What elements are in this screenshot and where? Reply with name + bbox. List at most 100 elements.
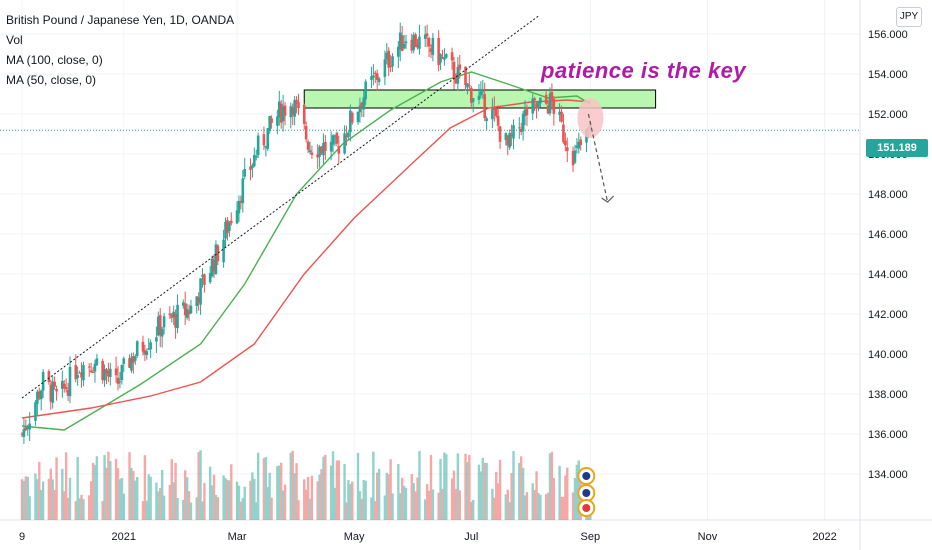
y-tick-label: 136.000 [868,429,908,441]
candle [362,90,366,118]
candle [429,44,433,59]
volume-bar [333,487,337,520]
candle [249,158,252,181]
candle [185,303,189,320]
candle [37,387,41,401]
candle [577,132,581,154]
volume-bar [297,500,300,520]
volume-bar [429,454,433,520]
candle [264,145,268,157]
volume-bar [184,470,187,520]
candle [324,135,327,160]
y-tick-label: 156.000 [868,29,908,41]
candle [237,195,241,223]
volume-bar [418,451,421,520]
volume-bar [558,465,561,520]
volume-bar [458,490,461,520]
candle [201,268,204,288]
candle [579,136,583,151]
volume-bar [329,465,333,520]
candle [187,304,191,321]
volume-bar [243,486,246,520]
volume-bar [68,477,72,520]
x-tick-label: Nov [698,531,718,543]
candle [53,376,56,390]
volume-bar [185,477,189,520]
volume-bar [24,476,28,520]
candle [306,139,310,154]
candle [158,308,162,348]
candle [437,30,440,72]
legend-ma100[interactable]: MA (100, close, 0) [6,53,103,67]
volume-bar [270,497,273,520]
candle [356,111,360,125]
volume-bar [456,453,460,520]
candle [347,131,350,141]
volume-bar [508,502,511,520]
candle [304,121,308,143]
candle [36,389,39,416]
volume-bar [441,488,444,520]
volume-bar [199,450,202,520]
legend-symbol[interactable]: British Pound / Japanese Yen, 1D, OANDA [6,13,235,27]
candle [268,115,271,134]
candle [439,53,442,71]
candle [212,254,216,278]
volume-bar [136,477,139,520]
candle [318,144,321,168]
volume-bar [520,456,523,520]
candle [512,119,515,150]
volume-bar [195,497,198,520]
volume-bar [226,479,229,520]
candle [80,362,83,388]
volume-bar [20,479,24,520]
volume-bar [308,498,312,520]
ma100-line [21,99,591,419]
volume-bar [132,471,135,520]
volume-bar [293,473,296,520]
volume-bar [320,469,323,520]
volume-bar [506,489,509,520]
candle [289,102,293,129]
legend-vol[interactable]: Vol [6,33,23,47]
volume-bar [389,459,392,520]
volume-bar [174,462,177,520]
currency-button[interactable]: JPY [896,7,922,27]
volume-bar [481,457,484,520]
candle [404,34,408,50]
candle [239,195,243,210]
candle [107,362,110,382]
volume-bar [356,452,360,520]
volume-bar [343,464,346,520]
candle [235,201,239,225]
candle [322,133,325,164]
candle [216,244,220,266]
volume-bar [466,462,469,520]
candle [174,309,177,339]
projection-arrowhead [601,195,615,203]
candle [410,33,414,54]
legend-ma50[interactable]: MA (50, close, 0) [6,73,97,87]
candle [68,356,72,404]
candle [208,266,212,284]
candle [95,354,99,366]
candle [389,54,392,73]
candle [283,101,287,126]
candle [114,356,118,383]
volume-bar [400,477,404,520]
candle [573,144,577,164]
candle [331,134,335,153]
volume-bar [40,489,43,520]
candle [550,83,554,110]
candle [370,66,373,89]
candle [333,134,337,147]
volume-bar [283,484,287,520]
volume-bar [548,453,552,520]
volume-bar [157,491,160,520]
candle [385,43,389,65]
volume-bar [535,471,538,520]
candle [452,56,456,90]
candle [76,366,79,386]
volume-bar [564,475,567,520]
